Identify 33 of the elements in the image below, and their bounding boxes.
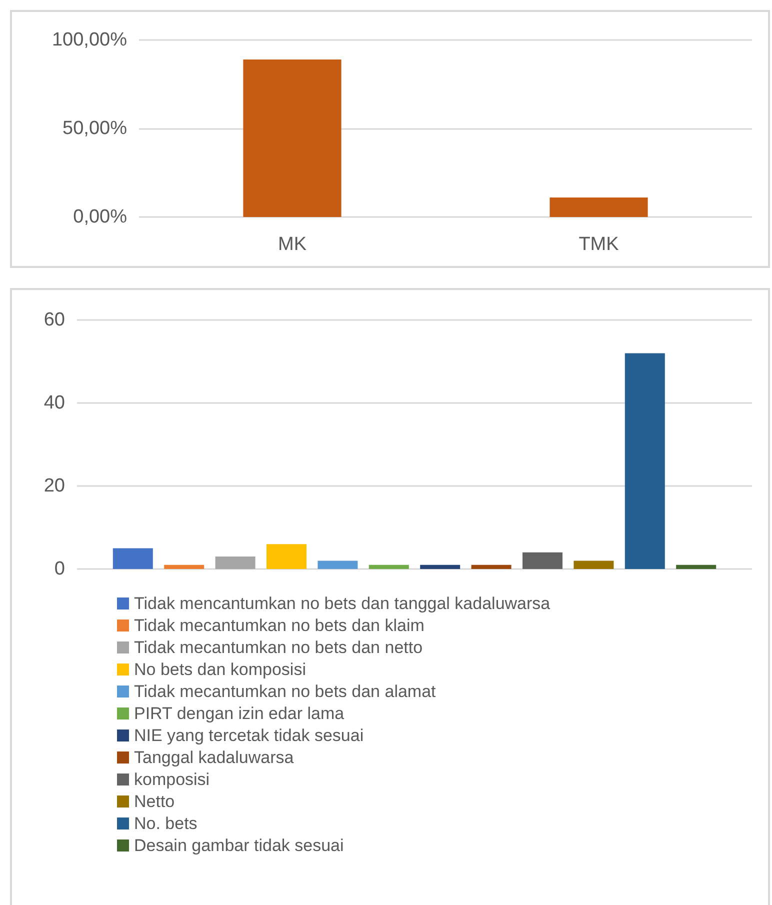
x-tick-label: MK	[278, 234, 307, 255]
bar	[420, 564, 460, 569]
legend-label: NIE yang tercetak tidak sesuai	[134, 726, 364, 745]
legend-label: Desain gambar tidak sesuai	[134, 836, 344, 855]
legend-label: PIRT dengan izin edar lama	[134, 704, 345, 723]
legend-label: No. bets	[134, 814, 198, 833]
bar	[368, 564, 409, 569]
bar	[215, 556, 256, 569]
y-tick-label: 50,00%	[62, 118, 128, 139]
legend-label: Tanggal kadaluwarsa	[134, 748, 294, 767]
legend-label: Tidak mecantumkan no bets dan netto	[134, 638, 423, 657]
bar	[266, 544, 306, 569]
legend-label: komposisi	[134, 770, 210, 789]
bar	[574, 560, 614, 569]
y-tick-label: 60	[44, 310, 65, 330]
bar	[164, 564, 204, 569]
legend-label: Netto	[134, 792, 175, 811]
y-tick-label: 100,00%	[52, 30, 128, 50]
bar	[318, 560, 358, 569]
y-tick-label: 0,00%	[73, 206, 128, 228]
bar	[624, 353, 665, 569]
legend-label: Tidak mencantumkan no bets dan tanggal kadaluwarsa	[134, 594, 551, 613]
x-tick-label: TMK	[578, 234, 620, 255]
legend-label: Tidak mecantumkan no bets dan alamat	[134, 682, 436, 701]
legend-label: No bets dan komposisi	[134, 660, 306, 679]
bar	[471, 564, 512, 569]
y-tick-label: 20	[44, 476, 65, 496]
y-tick-label: 40	[44, 392, 65, 414]
y-tick-label: 0	[54, 558, 65, 580]
legend-label: Tidak mecantumkan no bets dan klaim	[134, 616, 424, 635]
bar	[522, 552, 562, 569]
bar	[676, 564, 716, 569]
bar	[112, 548, 153, 569]
